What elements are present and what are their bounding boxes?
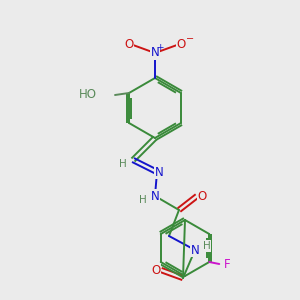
Text: N: N <box>151 190 159 202</box>
Text: H: H <box>203 241 211 251</box>
Text: +: + <box>156 43 164 52</box>
Text: HO: HO <box>79 88 97 101</box>
Text: N: N <box>151 46 159 59</box>
Text: N: N <box>154 166 164 178</box>
Text: H: H <box>119 159 127 169</box>
Text: O: O <box>152 263 160 277</box>
Text: O: O <box>124 38 134 52</box>
Text: H: H <box>139 195 147 205</box>
Text: O: O <box>197 190 207 202</box>
Text: N: N <box>190 244 200 256</box>
Text: −: − <box>186 34 194 44</box>
Text: F: F <box>224 257 231 271</box>
Text: O: O <box>176 38 186 52</box>
